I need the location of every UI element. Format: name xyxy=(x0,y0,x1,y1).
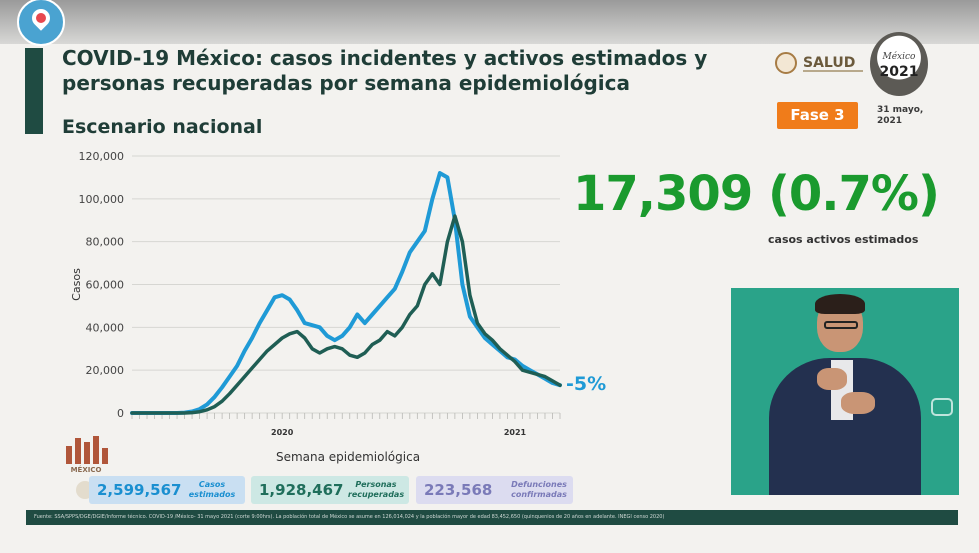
periscope-icon[interactable] xyxy=(17,0,65,46)
stat-value: 2,599,567 xyxy=(97,481,182,499)
active-cases-value: 17,309 (0.7%) xyxy=(573,166,940,222)
x-year-label: 2020 xyxy=(271,428,294,437)
stat-value: 1,928,467 xyxy=(259,481,344,499)
series-line-2 xyxy=(130,214,562,415)
salud-logo: SALUD xyxy=(775,52,863,74)
y-tick-label: 20,000 xyxy=(86,364,125,377)
report-date: 31 mayo, 2021 xyxy=(877,105,924,126)
stat-label: Personas recuperadas xyxy=(347,480,405,499)
x-axis-label: Semana epidemiológica xyxy=(276,450,420,464)
y-tick-label: 120,000 xyxy=(79,150,125,163)
cases-line-chart: 0 20,000 40,000 60,000 80,000 100,000 120,000 2… xyxy=(70,150,606,464)
video-top-bar xyxy=(0,0,979,44)
y-tick-label: 80,000 xyxy=(86,236,125,249)
y-tick-label: 40,000 xyxy=(86,321,125,334)
logo-caption: MÉXICO xyxy=(70,466,102,474)
y-axis-label: Casos xyxy=(70,268,83,301)
scenario-subtitle: Escenario nacional xyxy=(62,116,263,138)
salud-label: SALUD xyxy=(803,55,856,71)
y-tick-label: 60,000 xyxy=(86,279,125,292)
independence-2021-emblem: México 2021 xyxy=(870,32,928,96)
series-line-1 xyxy=(130,171,562,415)
stat-recovered: 1,928,467 Personas recuperadas xyxy=(251,476,409,504)
gobierno-mexico-logo: MÉXICO xyxy=(60,432,112,474)
emblem-year: 2021 xyxy=(879,64,919,80)
stat-label: Defunciones confirmadas xyxy=(511,480,567,499)
stat-deaths: 223,568 Defunciones confirmadas xyxy=(416,476,573,504)
mexico-seal-icon xyxy=(775,52,797,74)
source-footer: Fuente: SSA/SPPS/DGE/DGIE/Informe técnic… xyxy=(26,510,958,525)
stat-value: 223,568 xyxy=(424,481,493,499)
camera-icon xyxy=(931,398,953,416)
title-accent-bar xyxy=(25,48,43,134)
emblem-text: México xyxy=(882,52,916,62)
stat-label: Casos estimados xyxy=(188,480,236,499)
active-cases-label: casos activos estimados xyxy=(768,233,919,246)
stat-estimated-cases: 2,599,567 Casos estimados xyxy=(89,476,245,504)
y-tick-label: 100,000 xyxy=(79,193,125,206)
slide-title: COVID-19 México: casos incidentes y acti… xyxy=(62,46,708,95)
video-bottom-bar xyxy=(0,526,979,553)
change-annotation: -5% xyxy=(566,373,606,395)
sign-language-interpreter-video xyxy=(731,288,959,495)
x-year-label: 2021 xyxy=(504,428,527,437)
phase-badge: Fase 3 xyxy=(777,102,858,129)
y-tick-label: 0 xyxy=(117,407,124,420)
